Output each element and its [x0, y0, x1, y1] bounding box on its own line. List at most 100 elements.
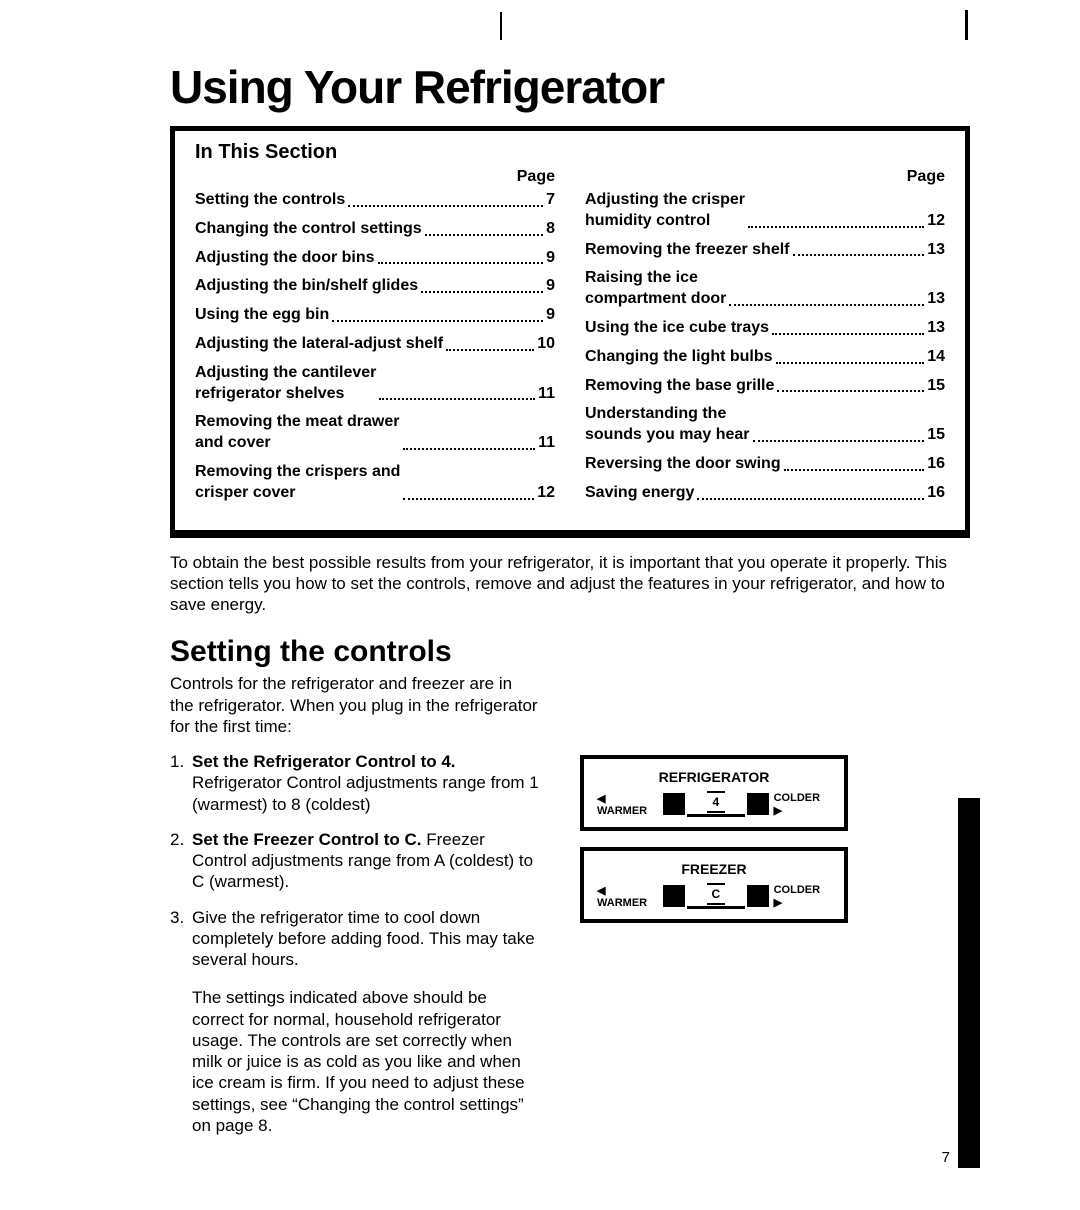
step-title: Set the Refrigerator Control to 4. [192, 752, 456, 771]
control-block [663, 793, 685, 815]
intro-paragraph: To obtain the best possible results from… [170, 552, 970, 616]
toc-page-number: 14 [927, 347, 945, 368]
toc-leader-dots [378, 261, 544, 264]
toc-leader-dots [446, 348, 534, 351]
step-number: 1. [170, 751, 192, 815]
crop-mark [500, 12, 502, 40]
toc-leader-dots [793, 253, 925, 256]
toc-label: Understanding the sounds you may hear [585, 404, 750, 446]
toc-left-column: Page Setting the controls 7 Changing the c… [195, 168, 555, 512]
toc-page-number: 9 [546, 248, 555, 269]
warmer-label: ◀ WARMER [594, 884, 661, 909]
toc-row: Adjusting the crisper humidity control 12 [585, 190, 945, 232]
toc-page-number: 16 [927, 483, 945, 504]
toc-row: Setting the controls 7 [195, 190, 555, 211]
toc-label: Reversing the door swing [585, 454, 781, 475]
diagram-title: FREEZER [594, 861, 834, 877]
toc-page-number: 10 [537, 334, 555, 355]
step-number: 3. [170, 907, 192, 971]
step-3: 3. Give the refrigerator time to cool do… [170, 907, 540, 971]
toc-row: Removing the freezer shelf 13 [585, 240, 945, 261]
toc-leader-dots [753, 439, 925, 442]
control-block [747, 793, 769, 815]
toc-leader-dots [697, 497, 924, 500]
step-1: 1. Set the Refrigerator Control to 4. Re… [170, 751, 540, 815]
toc-page-number: 11 [538, 433, 555, 454]
freezer-control-diagram: FREEZER ◀ WARMER C COLDER ▶ [580, 847, 848, 923]
toc-page-label: Page [585, 168, 945, 186]
control-underbar [687, 814, 745, 817]
toc-leader-dots [348, 204, 543, 207]
crop-mark [965, 10, 968, 40]
toc-row: Removing the base grille15 [585, 376, 945, 397]
toc-page-number: 13 [927, 289, 945, 310]
toc-row: Adjusting the cantilever refrigerator sh… [195, 363, 555, 405]
toc-page-number: 13 [927, 318, 945, 339]
step-body: Refrigerator Control adjustments range f… [192, 773, 539, 813]
toc-page-number: 12 [537, 483, 555, 504]
toc-label: Adjusting the bin/shelf glides [195, 276, 418, 297]
control-block [663, 885, 685, 907]
toc-page-number: 15 [927, 425, 945, 446]
toc-page-number: 8 [546, 219, 555, 240]
warmer-label: ◀ WARMER [594, 792, 661, 817]
toc-label: Removing the crispers and crisper cover [195, 462, 400, 504]
toc-page-number: 7 [546, 190, 555, 211]
section-heading: Setting the controls [170, 635, 540, 669]
toc-label: Removing the freezer shelf [585, 240, 790, 261]
toc-page-number: 16 [927, 454, 945, 475]
toc-leader-dots [379, 397, 535, 400]
section-lead: Controls for the refrigerator and freeze… [170, 673, 540, 737]
toc-page-number: 9 [546, 305, 555, 326]
step-number: 2. [170, 829, 192, 893]
colder-label: COLDER ▶ [771, 792, 834, 817]
diagram-title: REFRIGERATOR [594, 769, 834, 785]
toc-label: Removing the meat drawer and cover [195, 412, 400, 454]
toc-heading: In This Section [195, 141, 945, 164]
toc-leader-dots [425, 233, 543, 236]
control-underbar [687, 906, 745, 909]
toc-label: Changing the light bulbs [585, 347, 773, 368]
toc-label: Adjusting the cantilever refrigerator sh… [195, 363, 376, 405]
control-value: 4 [707, 791, 725, 813]
control-value: C [707, 883, 725, 905]
toc-page-number: 13 [927, 240, 945, 261]
toc-row: Using the ice cube trays 13 [585, 318, 945, 339]
toc-leader-dots [332, 319, 543, 322]
page-number: 7 [942, 1149, 950, 1166]
toc-row: Raising the ice compartment door 13 [585, 268, 945, 310]
toc-label: Adjusting the crisper humidity control [585, 190, 745, 232]
toc-row: Reversing the door swing 16 [585, 454, 945, 475]
toc-label: Adjusting the door bins [195, 248, 375, 269]
toc-label: Adjusting the lateral-adjust shelf [195, 334, 443, 355]
step-title: Set the Freezer Control to C. [192, 830, 422, 849]
toc-label: Removing the base grille [585, 376, 774, 397]
toc-leader-dots [729, 303, 924, 306]
toc-label: Using the egg bin [195, 305, 329, 326]
toc-label: Changing the control settings [195, 219, 422, 240]
refrigerator-control-diagram: REFRIGERATOR ◀ WARMER 4 COLDER ▶ [580, 755, 848, 831]
thumb-tab [958, 798, 980, 1168]
toc-page-number: 12 [927, 211, 945, 232]
toc-leader-dots [784, 468, 925, 471]
toc-right-column: Page Adjusting the crisper humidity cont… [585, 168, 945, 512]
toc-label: Using the ice cube trays [585, 318, 769, 339]
step-body: Give the refrigerator time to cool down … [192, 908, 535, 970]
toc-leader-dots [776, 361, 925, 364]
toc-label: Raising the ice compartment door [585, 268, 726, 310]
toc-row: Changing the light bulbs 14 [585, 347, 945, 368]
toc-row: Using the egg bin 9 [195, 305, 555, 326]
toc-leader-dots [403, 497, 534, 500]
toc-box: In This Section Page Setting the control… [170, 126, 970, 538]
toc-label: Setting the controls [195, 190, 345, 211]
toc-row: Changing the control settings 8 [195, 219, 555, 240]
toc-leader-dots [777, 389, 924, 392]
toc-page-label: Page [195, 168, 555, 186]
colder-label: COLDER ▶ [771, 884, 834, 909]
toc-leader-dots [772, 332, 924, 335]
toc-leader-dots [748, 225, 924, 228]
toc-leader-dots [403, 447, 536, 450]
toc-row: Adjusting the bin/shelf glides9 [195, 276, 555, 297]
toc-row: Removing the meat drawer and cover 11 [195, 412, 555, 454]
step-continuation: The settings indicated above should be c… [192, 987, 540, 1136]
